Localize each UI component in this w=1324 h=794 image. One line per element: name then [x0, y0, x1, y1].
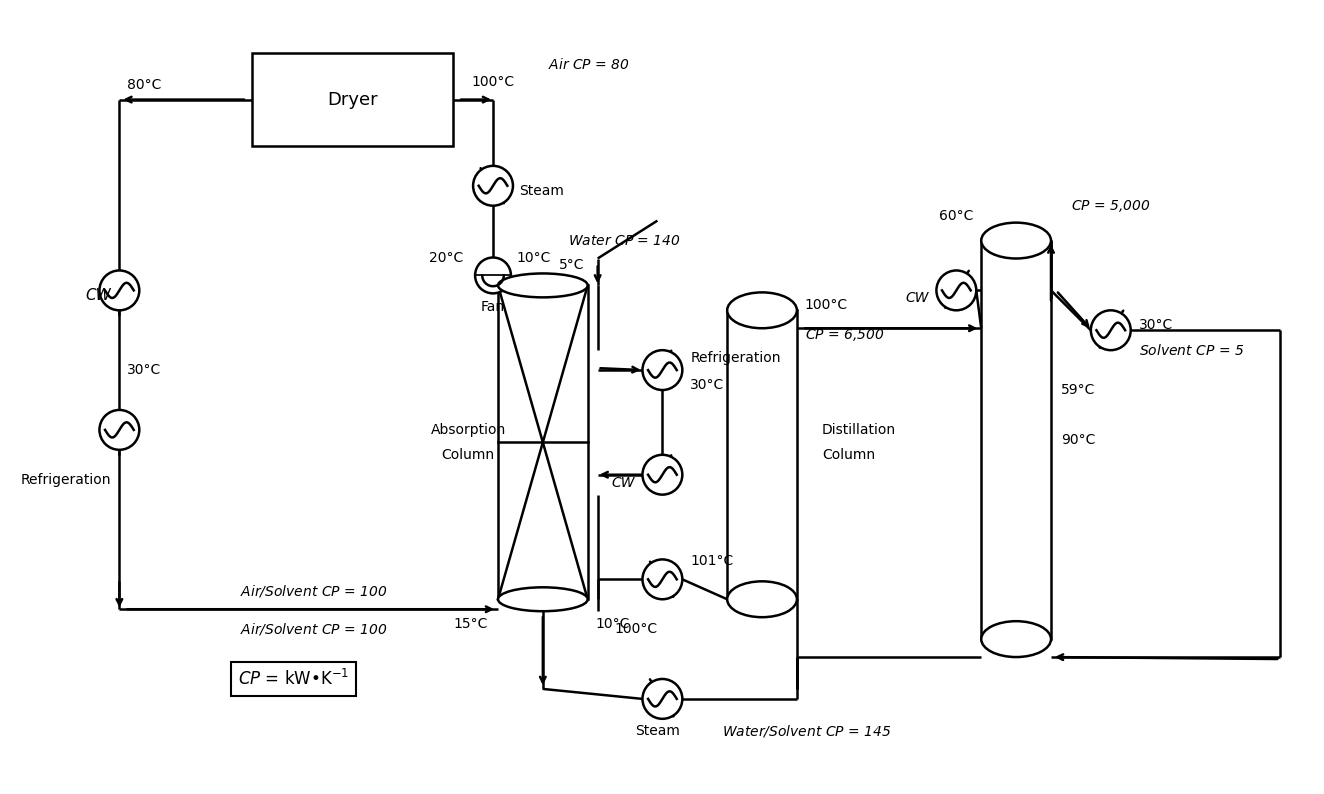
Circle shape	[642, 560, 682, 599]
Ellipse shape	[981, 621, 1051, 657]
Ellipse shape	[981, 222, 1051, 259]
Text: 30°C: 30°C	[127, 363, 162, 377]
Text: CW: CW	[904, 291, 928, 306]
Ellipse shape	[498, 273, 588, 298]
Text: 100°C: 100°C	[805, 299, 847, 312]
Circle shape	[475, 257, 511, 293]
Text: $CP$ = 6,500: $CP$ = 6,500	[805, 327, 884, 343]
Text: 15°C: 15°C	[454, 617, 489, 631]
Ellipse shape	[727, 292, 797, 328]
Text: $CP$ = 5,000: $CP$ = 5,000	[1071, 198, 1151, 214]
Circle shape	[936, 271, 976, 310]
Text: 30°C: 30°C	[1139, 318, 1173, 332]
Ellipse shape	[498, 588, 588, 611]
Circle shape	[473, 166, 512, 206]
Text: Air $CP$ = 80: Air $CP$ = 80	[548, 57, 629, 72]
Text: Steam: Steam	[519, 183, 564, 198]
Text: 100°C: 100°C	[614, 622, 658, 636]
Text: 80°C: 80°C	[127, 78, 162, 91]
Text: 30°C: 30°C	[690, 378, 724, 392]
Text: 60°C: 60°C	[939, 209, 973, 222]
Text: 20°C: 20°C	[429, 251, 463, 264]
Circle shape	[642, 350, 682, 390]
Text: Solvent $CP$ = 5: Solvent $CP$ = 5	[1139, 343, 1243, 357]
Circle shape	[99, 410, 139, 450]
Text: CW: CW	[86, 288, 111, 303]
Text: Refrigeration: Refrigeration	[690, 351, 781, 365]
Text: 10°C: 10°C	[516, 251, 551, 264]
Circle shape	[642, 679, 682, 719]
Text: Distillation: Distillation	[822, 423, 896, 437]
Text: Absorption: Absorption	[430, 423, 506, 437]
Bar	[252, 53, 453, 146]
Text: 59°C: 59°C	[1061, 383, 1095, 397]
Text: Column: Column	[822, 448, 875, 462]
Text: Column: Column	[441, 448, 495, 462]
Text: Refrigeration: Refrigeration	[21, 472, 111, 487]
Text: Dryer: Dryer	[327, 91, 377, 109]
Text: 5°C: 5°C	[559, 259, 584, 272]
Text: Fan: Fan	[481, 300, 504, 314]
Text: Water $CP$ = 140: Water $CP$ = 140	[568, 233, 681, 248]
Text: Air/Solvent $CP$ = 100: Air/Solvent $CP$ = 100	[240, 621, 388, 637]
Circle shape	[99, 271, 139, 310]
Text: Air/Solvent $CP$ = 100: Air/Solvent $CP$ = 100	[240, 584, 388, 599]
Text: Water/Solvent $CP$ = 145: Water/Solvent $CP$ = 145	[722, 723, 891, 738]
Text: 100°C: 100°C	[471, 75, 514, 89]
Text: 10°C: 10°C	[596, 617, 630, 631]
Circle shape	[1091, 310, 1131, 350]
Text: Steam: Steam	[636, 724, 679, 738]
Ellipse shape	[727, 581, 797, 617]
Text: CW: CW	[610, 476, 634, 490]
Circle shape	[642, 455, 682, 495]
Text: 90°C: 90°C	[1061, 433, 1095, 447]
Text: 101°C: 101°C	[690, 554, 733, 569]
Text: $CP$ = kW•K$^{-1}$: $CP$ = kW•K$^{-1}$	[238, 669, 350, 689]
